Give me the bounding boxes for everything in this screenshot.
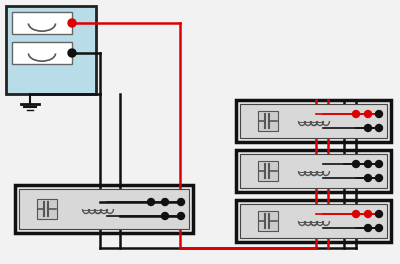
Circle shape <box>376 224 382 232</box>
Circle shape <box>148 199 154 205</box>
Bar <box>236 200 391 242</box>
Circle shape <box>352 161 360 167</box>
Bar <box>6 6 96 94</box>
Circle shape <box>162 199 168 205</box>
Bar <box>240 154 387 188</box>
Circle shape <box>376 161 382 167</box>
Bar <box>258 161 278 181</box>
Bar <box>240 204 387 238</box>
Bar <box>12 42 72 64</box>
Bar <box>240 104 387 138</box>
Circle shape <box>352 111 360 117</box>
Bar <box>19 189 189 229</box>
Circle shape <box>364 111 372 117</box>
Circle shape <box>364 161 372 167</box>
Circle shape <box>364 210 372 218</box>
Circle shape <box>376 210 382 218</box>
Circle shape <box>376 175 382 182</box>
Bar <box>12 12 72 34</box>
Circle shape <box>364 175 372 182</box>
Circle shape <box>68 49 76 57</box>
Circle shape <box>68 19 76 27</box>
Bar <box>258 111 278 131</box>
Bar <box>15 185 193 233</box>
Circle shape <box>178 199 184 205</box>
Bar <box>236 100 391 142</box>
Circle shape <box>364 224 372 232</box>
Circle shape <box>352 210 360 218</box>
Bar <box>37 199 57 219</box>
Bar <box>236 150 391 192</box>
Circle shape <box>178 213 184 219</box>
Bar <box>258 211 278 231</box>
Circle shape <box>162 213 168 219</box>
Circle shape <box>376 125 382 131</box>
Circle shape <box>364 125 372 131</box>
Circle shape <box>376 111 382 117</box>
